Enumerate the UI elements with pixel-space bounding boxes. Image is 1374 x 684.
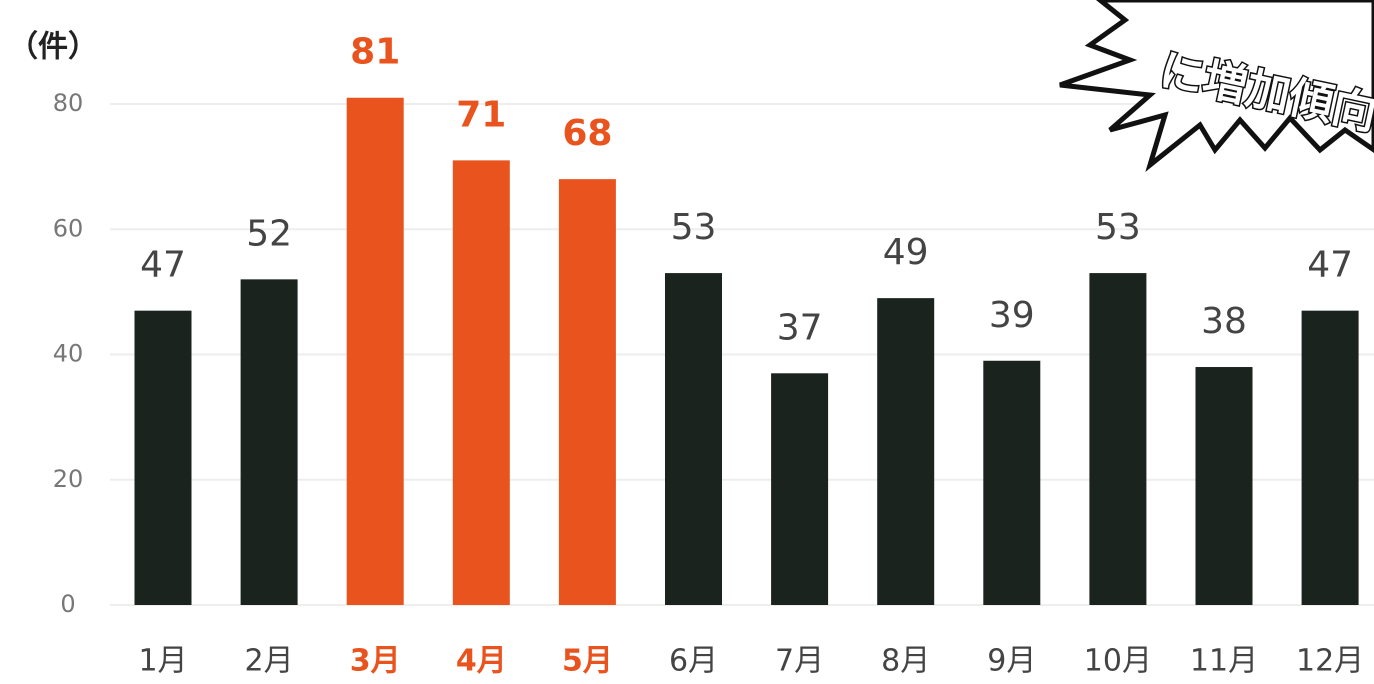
bar (241, 279, 298, 605)
data-label: 39 (989, 295, 1035, 336)
data-label: 52 (246, 213, 292, 254)
x-tick-label: 3月 (350, 644, 401, 679)
bar (135, 311, 192, 605)
x-tick-label: 10月 (1084, 644, 1152, 679)
bar (453, 160, 510, 605)
data-label: 53 (1095, 207, 1141, 248)
y-tick-label: 20 (53, 465, 84, 493)
data-label: 47 (1307, 245, 1353, 286)
y-tick-label: 40 (53, 340, 84, 368)
data-label: 71 (456, 94, 506, 135)
x-tick-label: 8月 (881, 644, 930, 679)
x-tick-label: 11月 (1190, 644, 1258, 679)
callout: に増加傾向 (1060, 0, 1374, 165)
x-tick-label: 4月 (456, 644, 507, 679)
data-label: 81 (350, 32, 400, 73)
bar (877, 298, 934, 605)
data-label: 68 (562, 113, 612, 154)
x-tick-label: 1月 (138, 644, 187, 679)
chart: （件） に増加傾向 0 20 40 60 80 47 1月 52 2月 81 3月 71 4月 68 5月 5… (0, 0, 1374, 684)
x-tick-label: 6月 (669, 644, 718, 679)
bar (1302, 311, 1359, 605)
data-label: 53 (671, 207, 717, 248)
bar (983, 361, 1040, 605)
data-label: 49 (883, 232, 929, 273)
data-label: 47 (140, 245, 186, 286)
y-axis-label: （件） (8, 30, 98, 65)
x-tick-label: 12月 (1296, 644, 1364, 679)
page: {"chart_data": {"type": "bar", "y_label"… (0, 0, 1374, 684)
bar (771, 373, 828, 605)
data-label: 37 (777, 307, 823, 348)
bar (665, 273, 722, 605)
y-tick-label: 0 (60, 590, 75, 618)
data-label: 38 (1201, 301, 1247, 342)
y-tick-label: 60 (53, 214, 84, 242)
x-tick-label: 7月 (775, 644, 824, 679)
y-tick-label: 80 (53, 89, 84, 117)
bar (1089, 273, 1146, 605)
bar (559, 179, 616, 605)
x-tick-label: 5月 (562, 644, 613, 679)
bar (347, 98, 404, 605)
x-tick-label: 9月 (987, 644, 1036, 679)
x-tick-label: 2月 (245, 644, 294, 679)
bar (1196, 367, 1253, 605)
